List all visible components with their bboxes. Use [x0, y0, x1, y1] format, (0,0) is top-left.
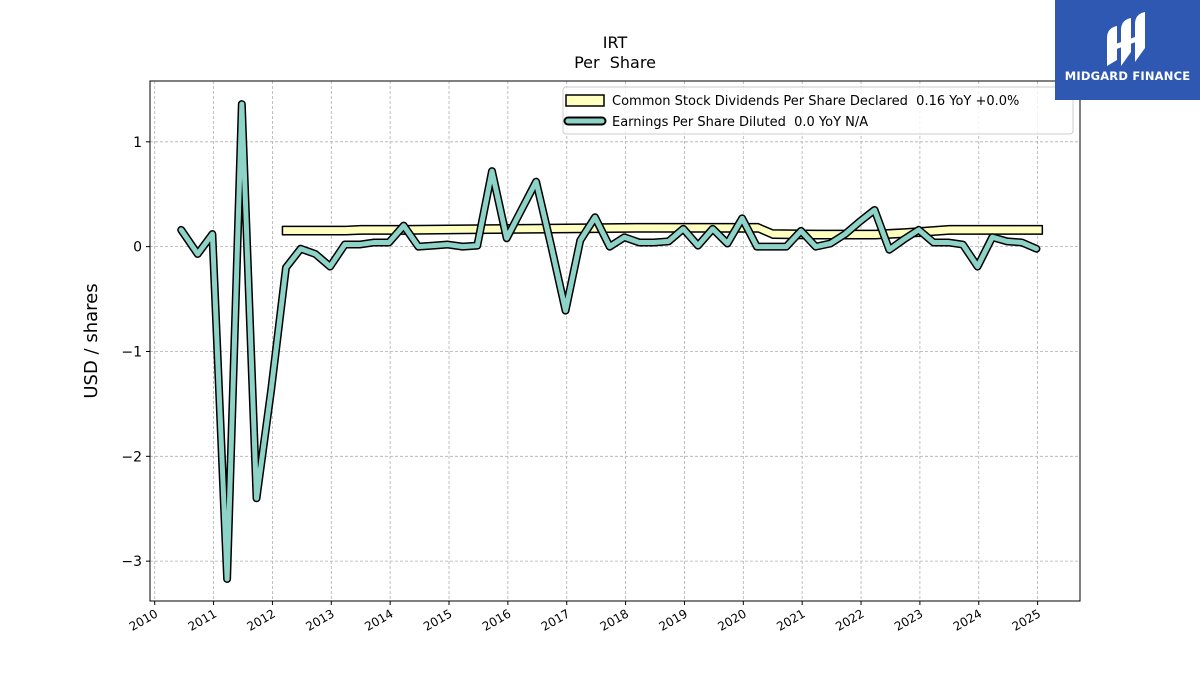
series-eps-point	[1035, 248, 1037, 250]
chart-subtitle: Per Share	[574, 53, 656, 72]
series-eps-point	[579, 239, 581, 241]
series-eps-point	[447, 243, 449, 245]
series-eps-point	[815, 245, 817, 247]
series-eps-point	[535, 180, 537, 182]
series-eps-point	[402, 224, 404, 226]
series-eps-point	[785, 245, 787, 247]
series-eps-point	[623, 236, 625, 238]
legend: Common Stock Dividends Per Share Declare…	[562, 86, 1074, 135]
series-eps-point	[962, 243, 964, 245]
series-eps-point	[211, 233, 213, 235]
series-eps-point	[1021, 241, 1023, 243]
series-eps-point	[1006, 240, 1008, 242]
series-eps-point	[947, 241, 949, 243]
y-tick-label: −3	[121, 554, 142, 570]
series-eps-point	[829, 242, 831, 244]
legend-label-dividends: Common Stock Dividends Per Share Declare…	[612, 94, 1019, 109]
series-eps-point	[285, 266, 287, 268]
series-eps-point	[800, 230, 802, 232]
series-eps-point	[918, 229, 920, 231]
brand-logo: MIDGARD FINANCE	[1055, 0, 1200, 100]
chart-title: IRT	[603, 33, 628, 52]
series-eps-point	[888, 249, 890, 251]
series-eps-point	[726, 242, 728, 244]
series-eps-point	[550, 243, 552, 245]
series-eps-point	[712, 228, 714, 230]
series-eps-point	[476, 244, 478, 246]
series-eps-point	[241, 103, 243, 105]
y-tick-label: −2	[121, 449, 142, 465]
series-eps-point	[903, 238, 905, 240]
series-eps-point	[491, 170, 493, 172]
series-eps-point	[270, 388, 272, 390]
series-eps-point	[432, 244, 434, 246]
series-eps-point	[299, 248, 301, 250]
series-eps-point	[255, 497, 257, 499]
series-eps-point	[976, 265, 978, 267]
series-eps-point	[344, 243, 346, 245]
series-eps-point	[564, 309, 566, 311]
y-tick-label: −1	[121, 344, 142, 360]
y-axis-label: USD / shares	[81, 283, 102, 398]
series-eps-point	[682, 228, 684, 230]
series-eps-point	[196, 253, 198, 255]
legend-box	[562, 86, 1074, 135]
brand-name: MIDGARD FINANCE	[1064, 69, 1191, 83]
series-eps-point	[653, 241, 655, 243]
series-eps-point	[461, 245, 463, 247]
series-eps-point	[770, 245, 772, 247]
series-eps-point	[873, 209, 875, 211]
series-eps-point	[314, 253, 316, 255]
grid	[150, 81, 1080, 601]
series-eps-point	[756, 245, 758, 247]
brand-mark-icon	[1107, 12, 1145, 66]
series-eps-point	[638, 241, 640, 243]
series-eps-point	[373, 241, 375, 243]
series-eps-point	[329, 265, 331, 267]
series-eps-point	[417, 245, 419, 247]
series-eps-point	[741, 217, 743, 219]
y-tick-label: 1	[133, 135, 142, 151]
series-eps-point	[505, 237, 507, 239]
series-eps-point	[520, 209, 522, 211]
y-tick-label: 0	[133, 240, 142, 256]
series-eps-point	[697, 244, 699, 246]
series-eps-point	[844, 233, 846, 235]
legend-swatch-dividends	[565, 94, 605, 107]
series-eps-point	[358, 243, 360, 245]
series-eps-line	[178, 101, 1039, 582]
series-eps-point	[667, 240, 669, 242]
series-eps-point	[932, 241, 934, 243]
series-dividends-band	[281, 222, 1044, 240]
axes-frame	[149, 80, 1081, 602]
plot-area	[177, 100, 1044, 583]
series-eps-point	[991, 236, 993, 238]
series-eps-point	[594, 216, 596, 218]
series-eps-point	[180, 229, 182, 231]
series-eps-point	[388, 241, 390, 243]
series-eps-point	[226, 578, 228, 580]
series-eps-point	[609, 245, 611, 247]
series-eps-point	[859, 220, 861, 222]
legend-label-eps: Earnings Per Share Diluted 0.0 YoY N/A	[612, 115, 868, 130]
